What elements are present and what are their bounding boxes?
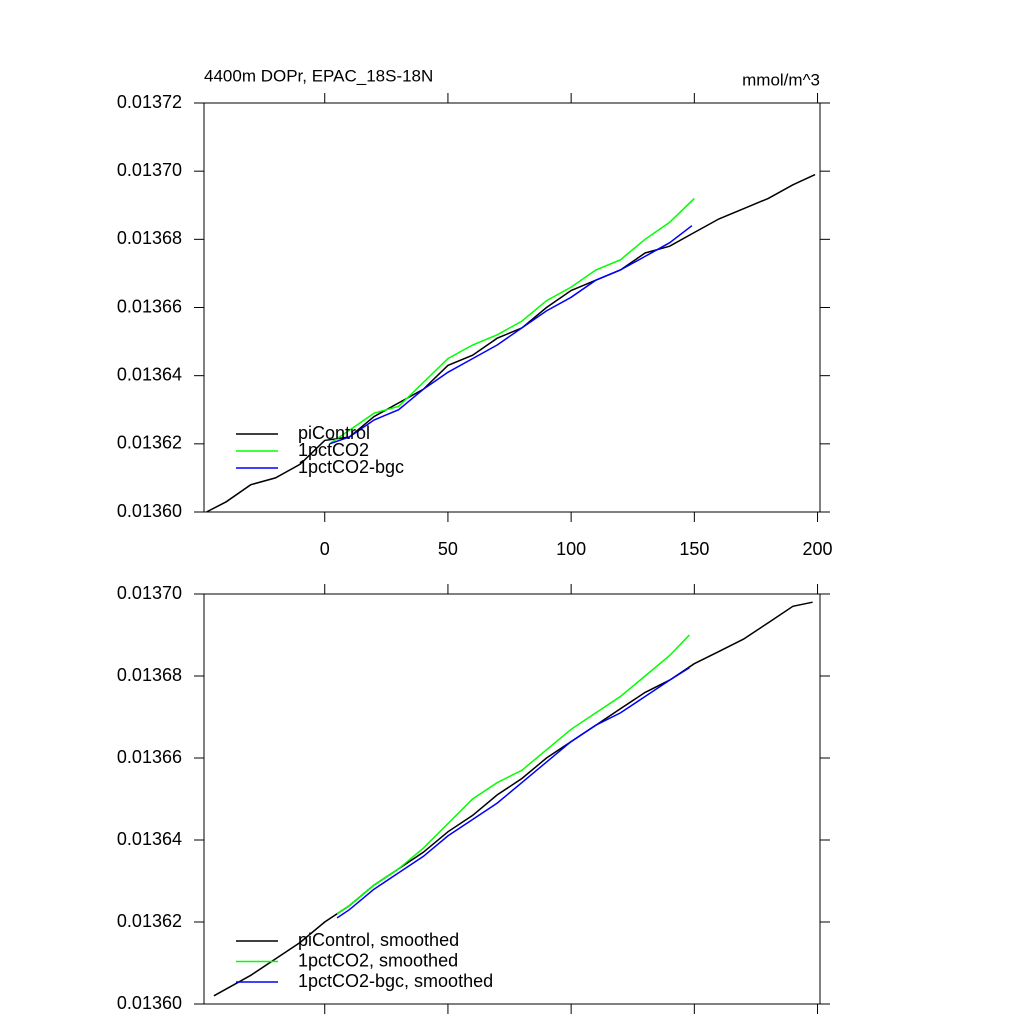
x-tick-label: 150 xyxy=(679,539,709,559)
x-tick-label: 50 xyxy=(438,539,458,559)
y-tick-label: 0.01370 xyxy=(117,160,182,180)
y-tick-label: 0.01364 xyxy=(117,829,182,849)
y-tick-label: 0.01362 xyxy=(117,911,182,931)
legend-label: 1pctCO2 xyxy=(298,440,369,460)
y-tick-label: 0.01370 xyxy=(117,583,182,603)
series-line xyxy=(336,634,690,915)
y-tick-label: 0.01360 xyxy=(117,993,182,1013)
unit-label: mmol/m^3 xyxy=(742,70,820,89)
series-line xyxy=(206,173,816,513)
legend-label: 1pctCO2-bgc xyxy=(298,457,404,477)
series-line xyxy=(329,225,693,445)
legend-label: 1pctCO2-bgc, smoothed xyxy=(298,971,493,991)
legend-label: piControl, smoothed xyxy=(298,930,459,950)
y-tick-label: 0.01360 xyxy=(117,501,182,521)
y-tick-label: 0.01368 xyxy=(117,665,182,685)
y-tick-label: 0.01362 xyxy=(117,433,182,453)
x-tick-label: 0 xyxy=(320,539,330,559)
series-line xyxy=(213,601,813,997)
y-tick-label: 0.01364 xyxy=(117,364,182,384)
y-tick-label: 0.01372 xyxy=(117,92,182,112)
y-tick-label: 0.01368 xyxy=(117,228,182,248)
legend-label: 1pctCO2, smoothed xyxy=(298,950,458,970)
x-tick-label: 200 xyxy=(803,539,833,559)
chart-title: 4400m DOPr, EPAC_18S-18N xyxy=(204,66,433,85)
y-tick-label: 0.01366 xyxy=(117,747,182,767)
plot-frame xyxy=(203,593,821,1005)
series-line xyxy=(336,667,690,919)
y-tick-label: 0.01366 xyxy=(117,296,182,316)
x-tick-label: 100 xyxy=(556,539,586,559)
plot-frame xyxy=(203,102,821,513)
series-line xyxy=(329,197,695,445)
legend-label: piControl xyxy=(298,423,370,443)
